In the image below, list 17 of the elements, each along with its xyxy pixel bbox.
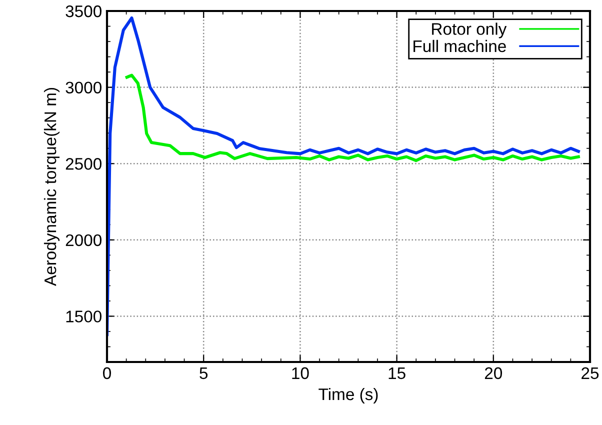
y-tick-label: 3500	[66, 5, 102, 18]
line-series	[125, 74, 580, 162]
x-tick-label: 0	[103, 367, 111, 380]
y-tick-label: 1500	[66, 310, 102, 322]
legend-label: Rotor only	[432, 22, 507, 38]
y-tick-label: 2500	[66, 158, 102, 170]
x-tick-label: 25	[582, 367, 599, 380]
x-tick-label: 15	[388, 367, 406, 380]
x-axis-title: Time (s)	[318, 388, 378, 404]
y-tick-label: 3000	[66, 82, 102, 94]
line-series	[107, 16, 580, 336]
y-tick-label: 2000	[66, 234, 102, 246]
x-tick-label: 10	[292, 367, 309, 380]
x-tick-label: 5	[200, 367, 208, 380]
legend-label: Full machine	[414, 40, 506, 52]
y-axis-title: Aerodynamic torque(kN m)	[44, 88, 60, 286]
x-tick-label: 20	[484, 367, 502, 380]
